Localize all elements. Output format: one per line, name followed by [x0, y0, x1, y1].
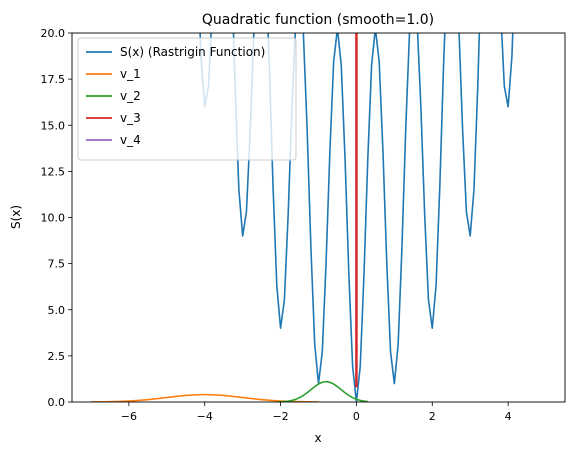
legend-entry: v_2	[120, 89, 141, 103]
legend-entry: v_3	[120, 111, 141, 125]
x-tick-label: −4	[197, 410, 213, 423]
chart-title: Quadratic function (smooth=1.0)	[202, 12, 434, 28]
y-tick-label: 10.0	[41, 212, 66, 225]
x-tick-label: 2	[429, 410, 436, 423]
y-tick-label: 15.0	[41, 119, 66, 132]
x-tick-label: −2	[272, 410, 288, 423]
y-tick-label: 0.0	[48, 396, 66, 409]
x-tick-label: 4	[505, 410, 512, 423]
legend-entry: v_4	[120, 133, 141, 147]
legend-box	[77, 37, 297, 161]
y-tick-label: 5.0	[48, 304, 66, 317]
x-axis-label: x	[314, 431, 321, 445]
y-tick-label: 17.5	[41, 73, 66, 86]
legend: S(x) (Rastrigin Function) v_1 v_2 v_3 v_4	[77, 37, 297, 161]
axes-layer: −6 −4 −2 0 2 4 0.0 2.5 5.0 7.5 10.0 12.5 15.0 17.5 20.…	[41, 27, 566, 423]
x-tick-label: −6	[121, 410, 137, 423]
y-axis-label: S(x)	[9, 205, 23, 229]
y-tick-label: 20.0	[41, 27, 66, 40]
x-tick-label: 0	[353, 410, 360, 423]
y-tick-label: 12.5	[41, 165, 66, 178]
legend-entry: S(x) (Rastrigin Function)	[120, 45, 265, 59]
series-line-3	[276, 380, 368, 402]
y-tick-label: 2.5	[48, 350, 66, 363]
y-tick-label: 7.5	[48, 258, 66, 271]
legend-entry: v_1	[120, 67, 141, 81]
series-layer	[90, 33, 514, 402]
